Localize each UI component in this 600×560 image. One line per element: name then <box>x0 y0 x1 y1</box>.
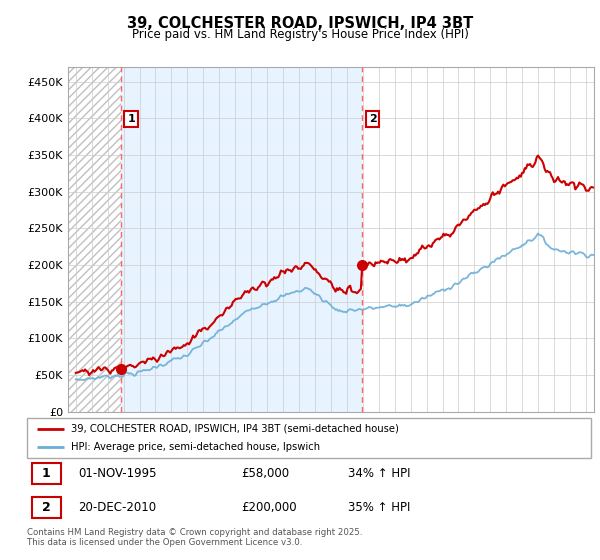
Bar <box>121 67 362 412</box>
Bar <box>32 463 61 484</box>
Text: HPI: Average price, semi-detached house, Ipswich: HPI: Average price, semi-detached house,… <box>71 442 320 452</box>
Text: £58,000: £58,000 <box>241 467 289 480</box>
Text: £200,000: £200,000 <box>241 501 297 515</box>
Text: 39, COLCHESTER ROAD, IPSWICH, IP4 3BT (semi-detached house): 39, COLCHESTER ROAD, IPSWICH, IP4 3BT (s… <box>71 424 399 434</box>
Text: 39, COLCHESTER ROAD, IPSWICH, IP4 3BT: 39, COLCHESTER ROAD, IPSWICH, IP4 3BT <box>127 16 473 31</box>
Text: 01-NOV-1995: 01-NOV-1995 <box>78 467 156 480</box>
Text: 1: 1 <box>42 467 50 480</box>
Bar <box>32 497 61 519</box>
Text: 2: 2 <box>42 501 50 515</box>
Text: 2: 2 <box>368 114 376 124</box>
Text: 1: 1 <box>127 114 135 124</box>
Text: Price paid vs. HM Land Registry's House Price Index (HPI): Price paid vs. HM Land Registry's House … <box>131 28 469 41</box>
Text: 20-DEC-2010: 20-DEC-2010 <box>78 501 156 515</box>
Text: Contains HM Land Registry data © Crown copyright and database right 2025.
This d: Contains HM Land Registry data © Crown c… <box>27 528 362 548</box>
Text: 34% ↑ HPI: 34% ↑ HPI <box>349 467 411 480</box>
Text: 35% ↑ HPI: 35% ↑ HPI <box>349 501 411 515</box>
